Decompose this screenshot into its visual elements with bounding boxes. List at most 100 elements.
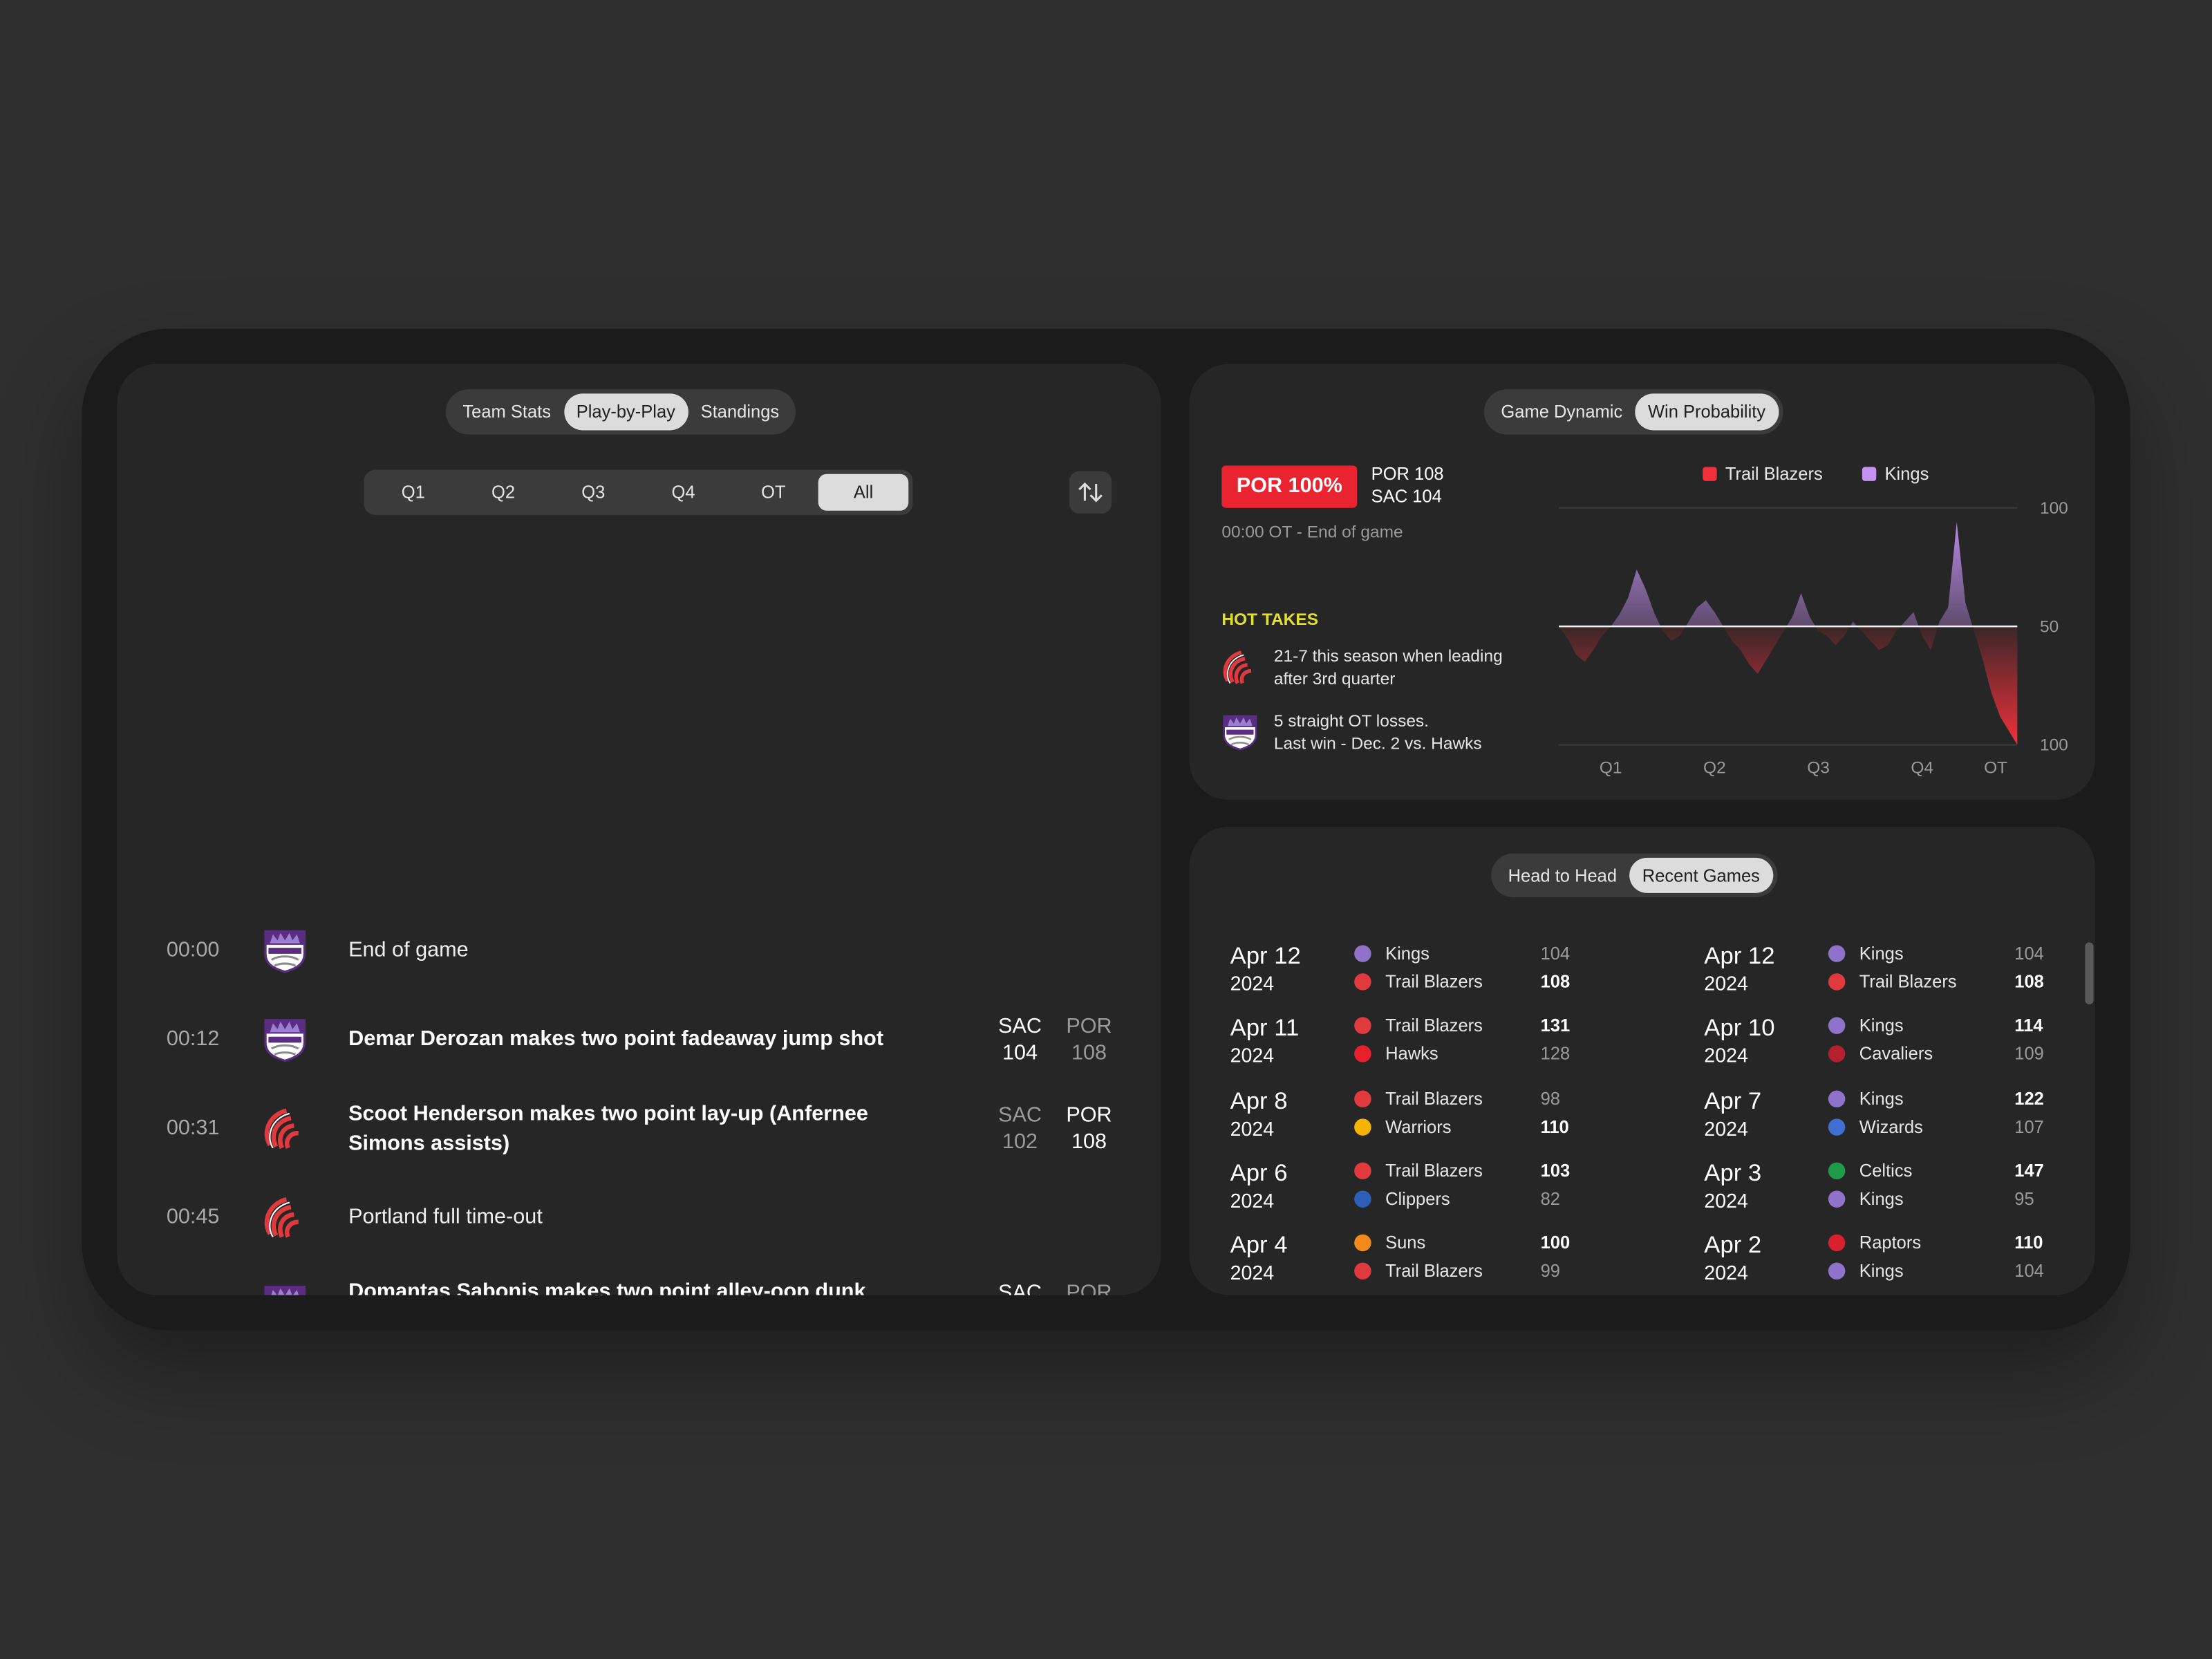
team-name: Trail Blazers (1385, 1161, 1483, 1181)
team-name: Suns (1385, 1233, 1426, 1253)
team-icon (1354, 1089, 1371, 1107)
hot-takes-title: HOT TAKES (1221, 609, 1319, 630)
team-icon (1828, 1045, 1846, 1063)
team-icon (1354, 973, 1371, 991)
logo-shape (278, 1211, 294, 1237)
team-logo (261, 1104, 309, 1152)
team-icon (1354, 1235, 1371, 1252)
logo-shape (268, 947, 302, 953)
score-team: SAC (998, 1102, 1042, 1127)
game-year: 2024 (1704, 1261, 1748, 1284)
play-text: Demar Derozan makes two point fadeaway j… (348, 1027, 884, 1051)
team-logo (261, 1015, 309, 1062)
legend-label: Kings (1884, 464, 1929, 484)
team-icon (1354, 1118, 1371, 1136)
team-score: 128 (1540, 1044, 1571, 1065)
result-badge: POR 100% (1221, 465, 1358, 508)
team-icon (1828, 945, 1846, 962)
final-score: POR 108 (1371, 464, 1444, 484)
logo-graphic (1223, 650, 1252, 684)
logo-shape (270, 1021, 300, 1032)
game-status: 00:00 OT - End of game (1221, 522, 1403, 542)
period-button[interactable]: OT (761, 482, 786, 503)
logo-shape (270, 932, 300, 943)
period-button[interactable]: Q1 (401, 482, 425, 503)
tab[interactable]: Win Probability (1635, 393, 1779, 431)
logo-shape (1226, 729, 1254, 735)
logo-shape (1226, 654, 1244, 684)
period-button[interactable]: Q4 (671, 482, 695, 503)
team-score: 100 (1540, 1233, 1571, 1253)
logo-shape (269, 1112, 290, 1148)
score-points: 102 (1002, 1129, 1038, 1154)
game-year: 2024 (1704, 972, 1748, 995)
team-score: 104 (1540, 944, 1571, 964)
logo-shape (270, 955, 299, 966)
tab[interactable]: Play-by-Play (563, 393, 688, 431)
hot-take-text: 21-7 this season when leading (1273, 646, 1503, 666)
score-column: POR106 (1061, 1279, 1118, 1295)
team-name: Wizards (1859, 1116, 1923, 1137)
team-icon (1828, 973, 1846, 991)
game-row: Apr 2 2024 Raptors 110 Kings 104 (1704, 1229, 2071, 1288)
team-score: 98 (1540, 1088, 1560, 1109)
game-year: 2024 (1230, 1189, 1275, 1212)
logo-shape (285, 1130, 299, 1149)
team-score: 131 (1540, 1015, 1571, 1036)
hot-take-text: 5 straight OT losses. (1273, 711, 1429, 731)
logo-shape (264, 1107, 288, 1146)
game-month: Apr 8 (1230, 1087, 1288, 1114)
team-icon (1354, 1162, 1371, 1179)
play-row: 00:31 Scoot Henderson makes two point lay… (117, 1083, 1161, 1172)
game-year: 2024 (1704, 1189, 1748, 1212)
legend-label: Trail Blazers (1725, 464, 1823, 484)
hot-take-text: Last win - Dec. 2 vs. Hawks (1273, 733, 1482, 753)
logo-shape (264, 1197, 288, 1235)
recent-games-panel: Head to Head Recent Games Apr 12 2024 Kings 1… (1189, 826, 2095, 1295)
period-button[interactable]: Q2 (491, 482, 516, 503)
score-column: POR 108 (1061, 1101, 1118, 1155)
play-row: 00:45 Portland full time-out (117, 1172, 1161, 1262)
logo-shape (1234, 663, 1248, 684)
logo-graphic (264, 1107, 299, 1149)
team-score: 108 (2014, 972, 2044, 992)
logo-shape (271, 1115, 292, 1147)
score-points: 108 (1071, 1129, 1107, 1154)
tab[interactable]: Standings (700, 402, 780, 422)
game-month: Apr 3 (1704, 1159, 1762, 1187)
legend-swatch (1862, 467, 1877, 481)
period-button[interactable]: Q3 (581, 482, 606, 503)
play-time: 00:00 (166, 938, 220, 962)
game-year: 2024 (1230, 1261, 1275, 1284)
scrollbar (2085, 942, 2094, 1005)
game-month: Apr 2 (1704, 1232, 1762, 1259)
tab[interactable]: Recent Games (1629, 857, 1773, 893)
game-row: Apr 3 2024 Celtics 147 Kings 95 (1704, 1156, 2071, 1216)
tab[interactable]: Team Stats (462, 402, 552, 422)
sort-icon (1078, 482, 1103, 503)
game-row: Apr 7 2024 Kings 122 Wizards 107 (1704, 1085, 2071, 1144)
game-month: Apr 12 (1704, 942, 1775, 970)
team-name: Kings (1385, 944, 1430, 964)
game-row: Apr 12 2024 Kings 104 Trail Blazers 108 (1704, 939, 2071, 999)
play-row: 00:00 End of game (117, 906, 1161, 995)
team-logo (261, 1193, 309, 1241)
game-year: 2024 (1704, 1116, 1748, 1140)
game-row: Apr 8 2024 Trail Blazers 98 Warriors 110 (1230, 1085, 1597, 1144)
logo-shape (1223, 650, 1242, 682)
team-icon (1354, 1262, 1371, 1280)
team-score: 114 (2014, 1015, 2043, 1036)
game-row: Apr 6 2024 Trail Blazers 103 Clippers 82 (1230, 1156, 1597, 1216)
tab[interactable]: Head to Head (1508, 865, 1618, 885)
team-score: 104 (2014, 1261, 2044, 1282)
play-text: Portland full time-out (348, 1204, 543, 1229)
logo-shape (285, 1219, 299, 1237)
period-button[interactable]: All (818, 474, 909, 511)
tab[interactable]: Game Dynamic (1501, 402, 1623, 422)
game-month: Apr 7 (1704, 1087, 1762, 1114)
x-tick-label: OT (1984, 758, 2007, 777)
sort-button[interactable] (1069, 471, 1112, 514)
play-time: 00:31 (166, 1116, 220, 1140)
